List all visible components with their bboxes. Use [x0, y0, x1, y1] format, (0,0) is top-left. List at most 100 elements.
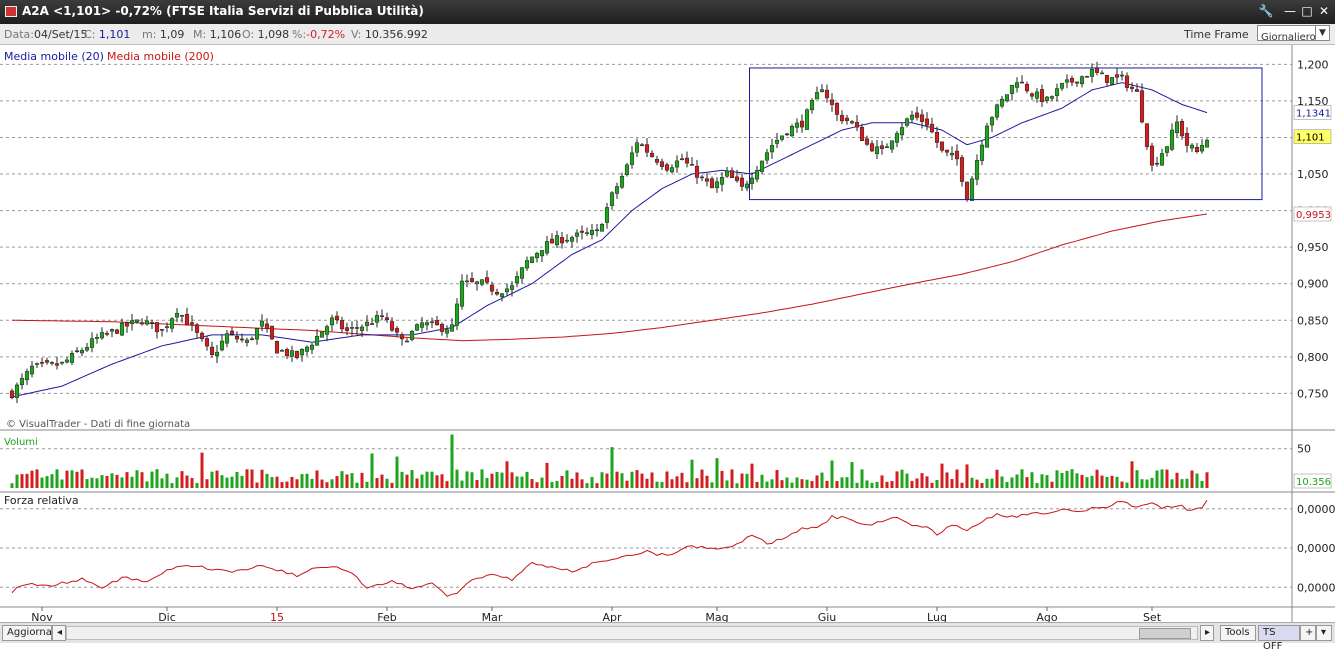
- volume-bar: [620, 473, 624, 488]
- candle-body: [49, 362, 55, 364]
- volume-bar: [120, 477, 124, 488]
- x-tick-label: 15: [270, 611, 284, 622]
- volume-bar: [790, 482, 794, 488]
- volume-bar: [705, 475, 709, 488]
- price-tick-label: 0,900: [1297, 278, 1329, 291]
- volume-bar: [635, 470, 639, 488]
- volume-bar: [1190, 470, 1194, 488]
- volume-bar: [195, 482, 199, 488]
- candle-body: [1049, 96, 1055, 99]
- vol-label: V:: [351, 28, 362, 41]
- candle-body: [654, 159, 660, 163]
- volume-bar: [990, 478, 994, 488]
- candle-body: [279, 350, 285, 352]
- candle-body: [394, 328, 400, 333]
- candle-body: [819, 89, 825, 93]
- timeframe-select[interactable]: Giornaliero ▼: [1257, 25, 1330, 43]
- candle-body: [529, 256, 535, 263]
- volume-bar: [10, 483, 14, 488]
- volume-bar: [970, 477, 974, 488]
- volume-bar: [300, 474, 304, 488]
- scrollbar-thumb[interactable]: [1139, 628, 1191, 639]
- candle-body: [624, 164, 630, 175]
- candle-body: [1004, 94, 1010, 102]
- candle-body: [304, 346, 310, 352]
- candle-body: [99, 332, 105, 339]
- candle-body: [834, 103, 840, 115]
- menu-button[interactable]: ▾: [1316, 625, 1332, 641]
- volume-bar: [495, 471, 499, 488]
- scroll-left-button[interactable]: ◂: [52, 625, 66, 641]
- volume-bar: [670, 479, 674, 488]
- candle-body: [149, 322, 155, 324]
- candle-body: [564, 239, 570, 242]
- candle-body: [474, 281, 480, 284]
- candle-body: [1144, 123, 1150, 147]
- candle-body: [989, 117, 995, 126]
- volume-bar: [280, 482, 284, 488]
- candle-body: [964, 181, 970, 200]
- candle-body: [69, 352, 75, 363]
- candle-body: [1124, 75, 1130, 88]
- volume-bar: [860, 469, 864, 488]
- volume-bar: [320, 479, 324, 488]
- scroll-right-button[interactable]: ▸: [1200, 625, 1214, 641]
- candle-body: [509, 285, 515, 290]
- chart-area[interactable]: Media mobile (20) Media mobile (200) © V…: [0, 45, 1335, 622]
- volume-bar: [1065, 470, 1069, 488]
- volume-bar: [385, 478, 389, 488]
- candle-body: [704, 178, 710, 182]
- candle-body: [79, 350, 85, 354]
- volume-bar: [760, 474, 764, 488]
- candle-body: [739, 177, 745, 187]
- candle-body: [729, 170, 735, 178]
- volume-bar: [1070, 469, 1074, 488]
- candle-body: [1154, 162, 1160, 165]
- volume-bar: [625, 480, 629, 488]
- maximize-button[interactable]: □: [1301, 4, 1313, 18]
- candle-body: [744, 183, 750, 189]
- candle-body: [839, 115, 845, 122]
- x-tick-label: Lug: [927, 611, 947, 622]
- horizontal-scrollbar[interactable]: [66, 626, 1198, 640]
- selection-rectangle[interactable]: [749, 67, 1263, 201]
- tools-button[interactable]: Tools: [1220, 625, 1256, 641]
- volume-bar: [230, 476, 234, 488]
- candle-body: [1184, 132, 1190, 146]
- x-tick-label: Mag: [705, 611, 728, 622]
- volume-bar: [415, 478, 419, 488]
- candle-body: [494, 291, 500, 295]
- price-tick-label: 0,750: [1297, 387, 1329, 400]
- update-button[interactable]: Aggiorna: [2, 625, 52, 641]
- candle-body: [794, 122, 800, 128]
- tools-icon[interactable]: 🔧: [1258, 4, 1274, 18]
- volume-bar: [725, 480, 729, 488]
- candle-body: [29, 365, 35, 375]
- volume-bar: [60, 479, 64, 488]
- volume-bar: [875, 481, 879, 488]
- volume-bar: [25, 473, 29, 488]
- candle-body: [734, 176, 740, 181]
- legend-ma20: Media mobile (20): [4, 50, 104, 63]
- minimize-button[interactable]: —: [1284, 4, 1296, 18]
- ts-off-button[interactable]: TS OFF: [1258, 625, 1300, 652]
- volume-bar: [895, 471, 899, 488]
- volume-bar: [505, 461, 509, 488]
- volume-bar: [655, 481, 659, 488]
- min-value: 1,09: [159, 28, 185, 41]
- volume-bar: [1170, 479, 1174, 488]
- volume-bar: [520, 476, 524, 488]
- volume-bar: [665, 471, 669, 488]
- candle-body: [774, 139, 780, 144]
- close-button[interactable]: ✕: [1318, 4, 1330, 18]
- candle-body: [1074, 81, 1080, 84]
- candle-body: [804, 109, 810, 130]
- candle-body: [214, 351, 220, 357]
- volume-bar: [785, 477, 789, 488]
- candle-body: [499, 293, 505, 298]
- candle-body: [849, 121, 855, 124]
- add-button[interactable]: +: [1300, 625, 1316, 641]
- price-tick-label: 0,950: [1297, 241, 1329, 254]
- volume-bar: [330, 479, 334, 488]
- volume-bars: [10, 434, 1209, 488]
